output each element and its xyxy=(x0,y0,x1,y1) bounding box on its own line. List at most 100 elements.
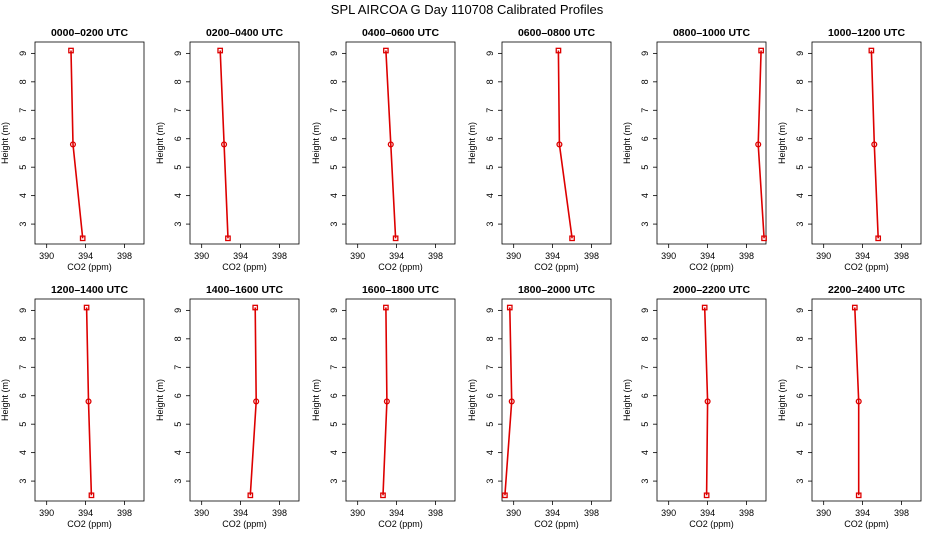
data-point xyxy=(508,398,515,405)
y-tick-label: 4 xyxy=(485,193,495,198)
data-point xyxy=(868,47,875,54)
y-tick-label: 8 xyxy=(640,336,650,341)
data-point xyxy=(383,304,389,311)
y-tick-label: 5 xyxy=(329,165,339,170)
plot-frame xyxy=(811,41,922,245)
x-axis-label: CO2 (ppm) xyxy=(534,519,579,529)
x-tick-label: 394 xyxy=(545,251,560,261)
y-tick-label: 5 xyxy=(795,165,805,170)
x-axis-label: CO2 (ppm) xyxy=(222,262,267,272)
co2-profile-line xyxy=(249,307,258,496)
y-tick-label: 3 xyxy=(485,222,495,227)
panel-title: 1000–1200 UTC xyxy=(828,27,905,39)
y-tick-label: 8 xyxy=(795,336,805,341)
y-tick-label: 4 xyxy=(640,450,650,455)
x-tick-label: 394 xyxy=(700,508,715,518)
x-axis-label: CO2 (ppm) xyxy=(222,519,267,529)
data-point xyxy=(380,492,386,499)
y-tick-label: 8 xyxy=(640,79,650,84)
plot-frame xyxy=(189,41,300,245)
data-point xyxy=(221,141,228,148)
data-point xyxy=(383,47,389,54)
y-tick-label: 9 xyxy=(795,308,805,313)
y-tick-label: 9 xyxy=(329,51,339,56)
plot-frame xyxy=(34,298,145,502)
x-axis-label: CO2 (ppm) xyxy=(534,262,579,272)
data-point xyxy=(79,235,86,242)
data-point xyxy=(88,492,95,499)
y-tick-label: 5 xyxy=(329,422,339,427)
y-tick-label: 9 xyxy=(173,51,183,56)
co2-profile-line xyxy=(870,50,879,239)
profile-panel: 2000–2200 UTC 390 394 398 CO2 (ppm) 3 4 5 6 7 8 9 He… xyxy=(622,284,767,529)
y-tick-label: 6 xyxy=(795,393,805,398)
y-tick-label: 6 xyxy=(485,136,495,141)
x-tick-label: 394 xyxy=(545,508,560,518)
y-axis-label: Height (m) xyxy=(311,379,321,421)
panel-title: 1600–1800 UTC xyxy=(362,284,439,296)
x-tick-label: 398 xyxy=(428,251,443,261)
co2-profile-line xyxy=(85,307,93,496)
x-axis-label: CO2 (ppm) xyxy=(378,262,423,272)
x-tick-label: 398 xyxy=(584,251,599,261)
y-axis-label: Height (m) xyxy=(777,379,787,421)
x-tick-label: 398 xyxy=(894,508,909,518)
co2-profile-line xyxy=(504,307,513,496)
data-point xyxy=(569,235,575,242)
data-point xyxy=(253,398,260,405)
x-tick-label: 390 xyxy=(194,508,209,518)
x-tick-label: 398 xyxy=(272,508,287,518)
data-point xyxy=(387,141,394,148)
data-point xyxy=(701,304,708,311)
y-tick-label: 7 xyxy=(640,365,650,370)
x-tick-label: 390 xyxy=(661,508,676,518)
x-tick-label: 390 xyxy=(506,508,521,518)
data-point xyxy=(383,398,390,405)
profile-panel: 2200–2400 UTC 390 394 398 CO2 (ppm) 3 4 5 6 7 8 9 He… xyxy=(777,284,922,529)
plot-frame xyxy=(345,298,456,502)
y-tick-label: 7 xyxy=(329,365,339,370)
data-point xyxy=(555,47,562,54)
co2-profile-line xyxy=(70,50,84,239)
plot-frame xyxy=(345,41,456,245)
profile-panel: 0400–0600 UTC 390 394 398 CO2 (ppm) 3 4 5 6 7 8 9 He… xyxy=(311,27,456,272)
y-tick-label: 8 xyxy=(18,79,28,84)
profile-panel: 0800–1000 UTC 390 394 398 CO2 (ppm) 3 4 5 6 7 8 9 He… xyxy=(622,27,767,272)
y-tick-label: 3 xyxy=(485,479,495,484)
y-tick-label: 4 xyxy=(795,450,805,455)
y-tick-label: 6 xyxy=(173,136,183,141)
y-tick-label: 7 xyxy=(795,108,805,113)
y-tick-label: 3 xyxy=(18,479,28,484)
panel-title: 2200–2400 UTC xyxy=(828,284,905,296)
panel-title: 0400–0600 UTC xyxy=(362,27,439,39)
y-tick-label: 9 xyxy=(485,308,495,313)
x-tick-label: 394 xyxy=(855,508,870,518)
data-point xyxy=(758,47,764,54)
y-axis-label: Height (m) xyxy=(0,379,10,421)
x-tick-label: 390 xyxy=(39,251,54,261)
x-tick-label: 390 xyxy=(816,251,831,261)
y-tick-label: 5 xyxy=(485,165,495,170)
y-tick-label: 5 xyxy=(795,422,805,427)
x-tick-label: 394 xyxy=(700,251,715,261)
y-tick-label: 4 xyxy=(485,450,495,455)
y-tick-label: 3 xyxy=(640,479,650,484)
co2-profile-line xyxy=(219,50,229,239)
y-axis-label: Height (m) xyxy=(0,122,10,164)
y-tick-label: 9 xyxy=(18,308,28,313)
profile-panel: 1400–1600 UTC 390 394 398 CO2 (ppm) 3 4 5 6 7 8 9 He… xyxy=(155,284,300,529)
x-tick-label: 390 xyxy=(816,508,831,518)
x-tick-label: 398 xyxy=(584,508,599,518)
y-tick-label: 7 xyxy=(485,365,495,370)
data-point xyxy=(755,141,762,148)
data-point xyxy=(85,398,92,405)
y-tick-label: 9 xyxy=(795,51,805,56)
plot-frame xyxy=(656,298,767,502)
y-tick-label: 6 xyxy=(485,393,495,398)
figure-title: SPL AIRCOA G Day 110708 Calibrated Profi… xyxy=(331,2,604,17)
x-tick-label: 394 xyxy=(78,508,93,518)
y-tick-label: 3 xyxy=(640,222,650,227)
y-tick-label: 7 xyxy=(329,108,339,113)
x-tick-label: 398 xyxy=(739,508,754,518)
